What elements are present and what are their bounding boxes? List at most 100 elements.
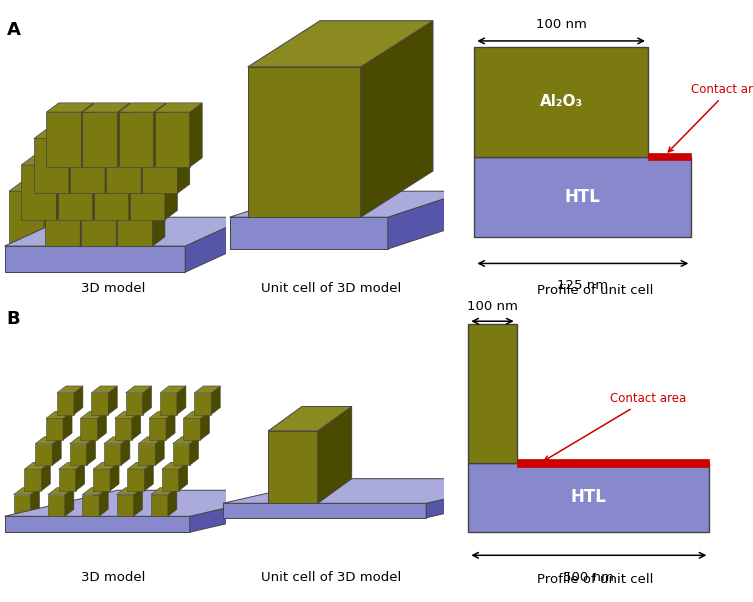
- Polygon shape: [426, 479, 535, 518]
- Polygon shape: [119, 103, 166, 112]
- Polygon shape: [230, 217, 388, 249]
- Text: HTL: HTL: [565, 188, 601, 206]
- Polygon shape: [59, 462, 84, 469]
- Polygon shape: [110, 462, 119, 491]
- Polygon shape: [133, 488, 142, 517]
- Text: Contact area: Contact area: [669, 83, 753, 152]
- Polygon shape: [45, 182, 93, 191]
- Polygon shape: [105, 129, 117, 193]
- Polygon shape: [162, 469, 178, 491]
- Polygon shape: [126, 393, 142, 415]
- Polygon shape: [65, 488, 74, 517]
- Bar: [474, 157, 691, 237]
- Polygon shape: [155, 112, 190, 167]
- Text: 3D model: 3D model: [81, 571, 145, 584]
- Polygon shape: [35, 444, 52, 465]
- Polygon shape: [184, 418, 200, 440]
- Text: 3D model: 3D model: [81, 282, 145, 295]
- Polygon shape: [149, 418, 166, 440]
- Polygon shape: [194, 386, 221, 393]
- Polygon shape: [63, 411, 72, 440]
- Polygon shape: [69, 437, 96, 444]
- Polygon shape: [142, 129, 190, 138]
- Polygon shape: [361, 20, 433, 217]
- Polygon shape: [5, 490, 303, 517]
- Polygon shape: [130, 155, 178, 165]
- Polygon shape: [14, 488, 40, 495]
- Polygon shape: [106, 138, 142, 193]
- Polygon shape: [81, 103, 94, 167]
- Polygon shape: [166, 411, 175, 440]
- Polygon shape: [190, 490, 303, 532]
- Polygon shape: [129, 155, 142, 220]
- Polygon shape: [127, 469, 145, 491]
- Polygon shape: [268, 406, 352, 431]
- Polygon shape: [155, 437, 164, 465]
- Polygon shape: [126, 386, 151, 393]
- Text: 100 nm: 100 nm: [467, 300, 518, 312]
- Polygon shape: [117, 182, 165, 191]
- Text: HTL: HTL: [571, 488, 607, 506]
- Polygon shape: [24, 469, 41, 491]
- Polygon shape: [44, 182, 56, 246]
- Polygon shape: [46, 411, 72, 418]
- Polygon shape: [59, 469, 76, 491]
- Polygon shape: [24, 462, 50, 469]
- Bar: [517, 459, 709, 467]
- Polygon shape: [76, 462, 84, 491]
- Polygon shape: [93, 155, 105, 220]
- Polygon shape: [82, 488, 108, 495]
- Polygon shape: [45, 191, 80, 246]
- Polygon shape: [168, 488, 177, 517]
- Polygon shape: [83, 103, 130, 112]
- Polygon shape: [139, 444, 155, 465]
- Polygon shape: [127, 462, 154, 469]
- Polygon shape: [155, 103, 203, 112]
- Polygon shape: [5, 217, 248, 246]
- Polygon shape: [9, 191, 44, 246]
- Polygon shape: [142, 386, 151, 415]
- Polygon shape: [149, 411, 175, 418]
- Polygon shape: [57, 386, 83, 393]
- Polygon shape: [184, 411, 209, 418]
- Polygon shape: [185, 217, 248, 272]
- Polygon shape: [178, 462, 187, 491]
- Bar: [474, 47, 648, 157]
- Bar: [648, 153, 691, 160]
- Polygon shape: [41, 462, 50, 491]
- Polygon shape: [172, 437, 199, 444]
- Polygon shape: [172, 444, 190, 465]
- Text: 125 nm: 125 nm: [557, 279, 608, 293]
- Polygon shape: [318, 406, 352, 503]
- Polygon shape: [177, 386, 186, 415]
- Polygon shape: [81, 191, 117, 246]
- Polygon shape: [5, 246, 185, 272]
- Polygon shape: [108, 386, 117, 415]
- Polygon shape: [120, 437, 130, 465]
- Polygon shape: [178, 129, 190, 193]
- Polygon shape: [190, 103, 203, 167]
- Polygon shape: [117, 182, 129, 246]
- Polygon shape: [47, 112, 81, 167]
- Polygon shape: [91, 386, 117, 393]
- Polygon shape: [145, 462, 154, 491]
- Polygon shape: [31, 488, 40, 517]
- Polygon shape: [114, 418, 132, 440]
- Polygon shape: [114, 411, 141, 418]
- Polygon shape: [117, 103, 130, 167]
- Polygon shape: [94, 165, 129, 220]
- Polygon shape: [34, 129, 81, 138]
- Polygon shape: [80, 182, 93, 246]
- Polygon shape: [82, 495, 99, 517]
- Polygon shape: [87, 437, 96, 465]
- Polygon shape: [14, 495, 31, 517]
- Polygon shape: [104, 437, 130, 444]
- Polygon shape: [104, 444, 120, 465]
- Polygon shape: [74, 386, 83, 415]
- Text: B: B: [7, 309, 20, 327]
- Text: Unit cell of 3D model: Unit cell of 3D model: [261, 282, 401, 295]
- Polygon shape: [151, 488, 177, 495]
- Polygon shape: [117, 488, 142, 495]
- Polygon shape: [153, 182, 165, 246]
- Bar: [468, 324, 517, 463]
